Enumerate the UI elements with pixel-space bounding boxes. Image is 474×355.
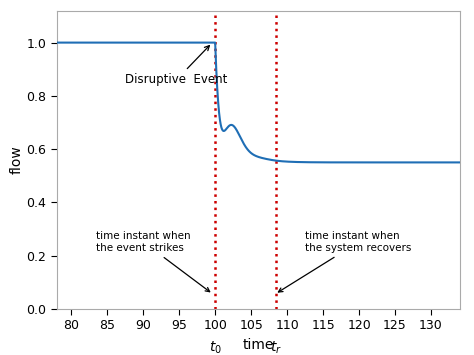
Text: $t_r$: $t_r$: [270, 339, 283, 355]
Text: time instant when
the system recovers: time instant when the system recovers: [278, 231, 411, 292]
Text: $t_0$: $t_0$: [209, 339, 222, 355]
Text: time instant when
the event strikes: time instant when the event strikes: [96, 231, 210, 292]
X-axis label: time: time: [243, 338, 274, 352]
Y-axis label: flow: flow: [9, 146, 24, 174]
Text: Disruptive  Event: Disruptive Event: [125, 45, 228, 86]
